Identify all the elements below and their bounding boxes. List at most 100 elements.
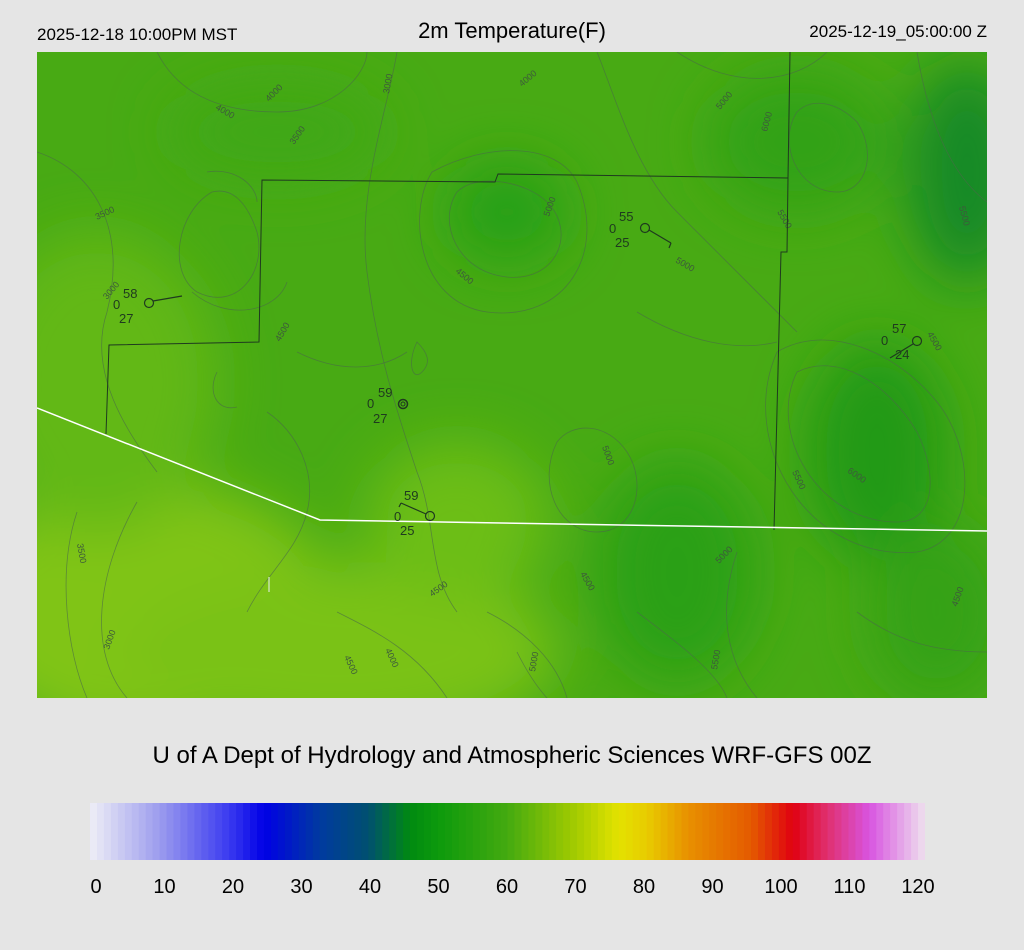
- colorbar-tick: 120: [901, 876, 935, 898]
- colorbar-segment: [305, 803, 314, 860]
- colorbar-segment: [911, 803, 919, 860]
- colorbar-segment: [528, 803, 536, 860]
- colorbar-segment: [855, 803, 863, 860]
- colorbar-segment: [277, 803, 286, 860]
- colorbar-segment: [597, 803, 606, 860]
- colorbar-segment: [117, 803, 126, 860]
- colorbar-segment: [375, 803, 383, 860]
- colorbar-segment: [340, 803, 349, 860]
- station-plots: 58 0 27 55 0 25 57 0 24: [113, 209, 923, 538]
- colorbar-segment: [243, 803, 251, 860]
- colorbar-segment: [869, 803, 877, 860]
- colorbar-segment: [424, 803, 432, 860]
- colorbar-segment: [848, 803, 857, 860]
- colorbar-segment: [493, 803, 502, 860]
- colorbar-segment: [799, 803, 808, 860]
- colorbar-segment: [611, 803, 620, 860]
- colorbar-segment: [486, 803, 495, 860]
- colorbar-segment: [820, 803, 829, 860]
- colorbar-segment: [883, 803, 891, 860]
- colorbar-tick: 100: [764, 876, 798, 898]
- temperature-map: 4000 3000 4000 3500 5000 4000 3500 5000 …: [37, 52, 987, 698]
- colorbar-tick: 20: [221, 876, 245, 898]
- colorbar-segment: [674, 803, 683, 860]
- colorbar-segment: [688, 803, 696, 860]
- colorbar-tick: 40: [358, 876, 382, 898]
- colorbar-segment: [827, 803, 836, 860]
- colorbar-segment: [382, 803, 390, 860]
- model-credit: U of A Dept of Hydrology and Atmospheric…: [152, 742, 872, 769]
- colorbar-segment: [507, 803, 516, 860]
- colorbar-segment: [430, 803, 439, 860]
- colorbar-segment: [194, 803, 202, 860]
- colorbar-segment: [110, 803, 119, 860]
- contour-label: 3500: [75, 543, 88, 564]
- colorbar-segment: [577, 803, 585, 860]
- wind-barb: [152, 295, 183, 302]
- colorbar-segment: [730, 803, 738, 860]
- colorbar-segment: [591, 803, 599, 860]
- colorbar-segment: [270, 803, 279, 860]
- colorbar-segment: [862, 803, 870, 860]
- station-marker: [639, 222, 651, 234]
- colorbar-segment: [138, 803, 147, 860]
- station-cloud: 0: [609, 221, 616, 236]
- station-plot: 59 0 27: [367, 385, 409, 426]
- station-cloud: 0: [113, 297, 120, 312]
- station-temp: 55: [619, 209, 633, 224]
- colorbar-segment: [625, 803, 634, 860]
- colorbar-segment: [744, 803, 752, 860]
- colorbar-segment: [897, 803, 905, 860]
- wind-barb: [668, 242, 672, 249]
- colorbar-segment: [479, 803, 488, 860]
- wind-barb: [398, 502, 402, 508]
- station-marker: [911, 335, 923, 347]
- colorbar-segment: [500, 803, 509, 860]
- state-border: [37, 407, 987, 532]
- colorbar-segment: [834, 803, 843, 860]
- station-dewpoint: 24: [895, 347, 909, 362]
- colorbar-segment: [465, 803, 474, 860]
- colorbar-segment: [222, 803, 230, 860]
- colorbar-segment: [660, 803, 669, 860]
- colorbar-segment: [152, 803, 161, 860]
- map-title: 2m Temperature(F): [418, 18, 606, 43]
- colorbar-segment: [458, 803, 467, 860]
- colorbar-segment: [437, 803, 446, 860]
- colorbar-segment: [604, 803, 613, 860]
- colorbar-segment: [792, 803, 801, 860]
- colorbar-segment: [716, 803, 724, 860]
- colorbar-segment: [145, 803, 154, 860]
- station-temp: 57: [892, 321, 906, 336]
- station-dewpoint: 25: [400, 523, 414, 538]
- colorbar-segment: [333, 803, 342, 860]
- elevation-contours: [37, 52, 987, 698]
- colorbar-segment: [396, 803, 404, 860]
- colorbar-segment: [96, 803, 105, 860]
- colorbar-segment: [229, 803, 237, 860]
- station-cloud: 0: [394, 509, 401, 524]
- colorbar-segment: [521, 803, 529, 860]
- colorbar-segment: [180, 803, 189, 860]
- colorbar-segment: [451, 803, 460, 860]
- colorbar-segment: [326, 803, 335, 860]
- colorbar-segment: [751, 803, 759, 860]
- colorbar-segment: [417, 803, 425, 860]
- colorbar-segment: [890, 803, 898, 860]
- colorbar-segment: [785, 803, 794, 860]
- colorbar-tick: 0: [90, 876, 102, 898]
- county-boundaries: [105, 52, 791, 531]
- colorbar-segment: [208, 803, 216, 860]
- colorbar-segment: [904, 803, 912, 860]
- station-dewpoint: 27: [373, 411, 387, 426]
- colorbar-segment: [403, 803, 411, 860]
- colorbar-segment: [667, 803, 676, 860]
- contour-label: 3000: [381, 73, 394, 94]
- colorbar-segment: [841, 803, 850, 860]
- colorbar-segment: [639, 803, 648, 860]
- colorbar-segment: [758, 803, 766, 860]
- colorbar-segment: [549, 803, 557, 860]
- colorbar-segment: [778, 803, 787, 860]
- colorbar-segment: [723, 803, 731, 860]
- station-cloud: 0: [881, 333, 888, 348]
